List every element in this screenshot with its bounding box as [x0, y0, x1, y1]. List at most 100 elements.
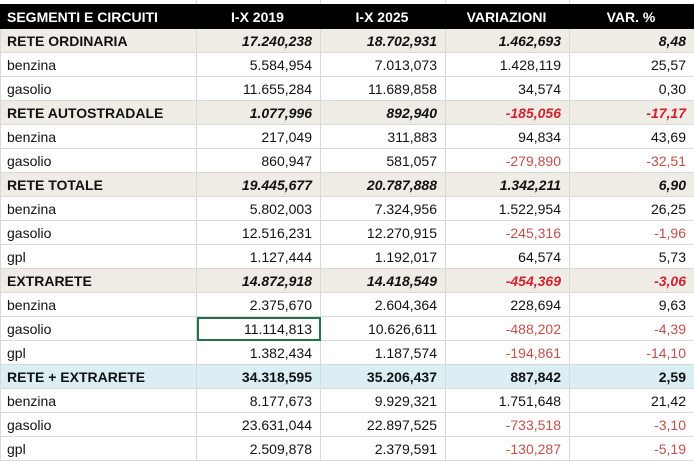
value-2025-cell[interactable]: 2.604,364	[321, 293, 446, 317]
variation-pct-cell[interactable]: 6,90	[570, 173, 694, 197]
label-cell[interactable]: gasolio	[1, 77, 197, 101]
label-cell[interactable]: benzina	[1, 197, 197, 221]
variation-pct-cell[interactable]: 5,73	[570, 245, 694, 269]
value-2025-cell[interactable]: 35.206,437	[321, 365, 446, 389]
label-cell[interactable]: RETE TOTALE	[1, 173, 197, 197]
variation-pct-cell[interactable]: 0,30	[570, 77, 694, 101]
header-segment[interactable]: SEGMENTI E CIRCUITI	[1, 5, 197, 29]
variation-cell[interactable]: -733,518	[446, 413, 570, 437]
value-2025-cell[interactable]: 20.787,888	[321, 173, 446, 197]
variation-cell[interactable]: 1.462,693	[446, 29, 570, 53]
value-2019-cell[interactable]: 860,947	[197, 149, 321, 173]
variation-cell[interactable]: -279,890	[446, 149, 570, 173]
value-2019-cell[interactable]: 11.655,284	[197, 77, 321, 101]
label-cell[interactable]: gasolio	[1, 413, 197, 437]
value-2025-cell[interactable]: 7.324,956	[321, 197, 446, 221]
value-2019-cell[interactable]: 11.114,813	[197, 317, 321, 341]
label-cell[interactable]: RETE + EXTRARETE	[1, 365, 197, 389]
value-2019-cell[interactable]: 17.240,238	[197, 29, 321, 53]
value-2019-cell[interactable]: 217,049	[197, 125, 321, 149]
label-cell[interactable]: EXTRARETE	[1, 269, 197, 293]
variation-pct-cell[interactable]: 2,59	[570, 365, 694, 389]
label-cell[interactable]: gpl	[1, 245, 197, 269]
value-2019-cell[interactable]: 5.584,954	[197, 53, 321, 77]
variation-pct-cell[interactable]: -17,17	[570, 101, 694, 125]
label-cell[interactable]: gpl	[1, 341, 197, 365]
variation-pct-cell[interactable]: -32,51	[570, 149, 694, 173]
value-2025-cell[interactable]: 11.689,858	[321, 77, 446, 101]
variation-pct-cell[interactable]: 25,57	[570, 53, 694, 77]
header-2025[interactable]: I-X 2025	[321, 5, 446, 29]
value-2025-cell[interactable]: 892,940	[321, 101, 446, 125]
label-cell[interactable]: RETE AUTOSTRADALE	[1, 101, 197, 125]
variation-cell[interactable]: 1.751,648	[446, 389, 570, 413]
variation-cell[interactable]: -245,316	[446, 221, 570, 245]
value-2025-cell[interactable]: 581,057	[321, 149, 446, 173]
label-cell[interactable]: benzina	[1, 53, 197, 77]
label-cell[interactable]: RETE ORDINARIA	[1, 29, 197, 53]
value-2025-cell[interactable]: 9.929,321	[321, 389, 446, 413]
header-variation-pct[interactable]: VAR. %	[570, 5, 694, 29]
variation-cell[interactable]: -194,861	[446, 341, 570, 365]
value-2019-cell[interactable]: 2.509,878	[197, 437, 321, 461]
variation-pct-cell[interactable]: -5,19	[570, 437, 694, 461]
variation-pct-cell[interactable]: 21,42	[570, 389, 694, 413]
value-2025-cell[interactable]: 7.013,073	[321, 53, 446, 77]
label-cell[interactable]: gasolio	[1, 149, 197, 173]
variation-cell[interactable]: 64,574	[446, 245, 570, 269]
value-2025-cell[interactable]: 1.192,017	[321, 245, 446, 269]
value-2019-cell[interactable]: 12.516,231	[197, 221, 321, 245]
value-2025-cell[interactable]: 22.897,525	[321, 413, 446, 437]
variation-cell[interactable]: 887,842	[446, 365, 570, 389]
variation-cell[interactable]: 1.342,211	[446, 173, 570, 197]
variation-cell[interactable]: -185,056	[446, 101, 570, 125]
variation-cell[interactable]: 1.428,119	[446, 53, 570, 77]
label-cell[interactable]: benzina	[1, 293, 197, 317]
variation-pct-cell[interactable]: -14,10	[570, 341, 694, 365]
variation-cell[interactable]: 1.522,954	[446, 197, 570, 221]
value-2019-cell[interactable]: 8.177,673	[197, 389, 321, 413]
variation-cell[interactable]: -130,287	[446, 437, 570, 461]
variation-pct-cell[interactable]: 43,69	[570, 125, 694, 149]
label-cell[interactable]: benzina	[1, 125, 197, 149]
value-2019-cell[interactable]: 14.872,918	[197, 269, 321, 293]
variation-pct-cell[interactable]: -3,06	[570, 269, 694, 293]
variation-cell[interactable]: 34,574	[446, 77, 570, 101]
variation-cell[interactable]: -488,202	[446, 317, 570, 341]
value-2025-cell[interactable]: 1.187,574	[321, 341, 446, 365]
variation-pct-cell[interactable]: 26,25	[570, 197, 694, 221]
label-cell[interactable]: benzina	[1, 389, 197, 413]
variation-pct-cell[interactable]: 9,63	[570, 293, 694, 317]
value-2025-cell[interactable]: 18.702,931	[321, 29, 446, 53]
variation-pct-cell[interactable]: -4,39	[570, 317, 694, 341]
variation-pct-cell[interactable]: 8,48	[570, 29, 694, 53]
value-2019-cell[interactable]: 19.445,677	[197, 173, 321, 197]
variation-cell[interactable]: 94,834	[446, 125, 570, 149]
variation-cell[interactable]: 228,694	[446, 293, 570, 317]
header-row: SEGMENTI E CIRCUITI I-X 2019 I-X 2025 VA…	[1, 5, 694, 29]
label-cell[interactable]: gpl	[1, 437, 197, 461]
label-cell[interactable]: gasolio	[1, 221, 197, 245]
header-variation[interactable]: VARIAZIONI	[446, 5, 570, 29]
value-2025-cell[interactable]: 12.270,915	[321, 221, 446, 245]
value-2019-cell[interactable]: 1.382,434	[197, 341, 321, 365]
value-2025-cell[interactable]: 2.379,591	[321, 437, 446, 461]
value-2019-cell[interactable]: 1.077,996	[197, 101, 321, 125]
spreadsheet: SEGMENTI E CIRCUITI I-X 2019 I-X 2025 VA…	[0, 4, 694, 461]
label-cell[interactable]: gasolio	[1, 317, 197, 341]
value-2025-cell[interactable]: 10.626,611	[321, 317, 446, 341]
value-2025-cell[interactable]: 311,883	[321, 125, 446, 149]
value-2019-cell[interactable]: 34.318,595	[197, 365, 321, 389]
value-2025-cell[interactable]: 14.418,549	[321, 269, 446, 293]
variation-cell[interactable]: -454,369	[446, 269, 570, 293]
variation-pct-cell[interactable]: -3,10	[570, 413, 694, 437]
value-2019-cell[interactable]: 1.127,444	[197, 245, 321, 269]
value-2019-cell[interactable]: 5.802,003	[197, 197, 321, 221]
value-2019-cell[interactable]: 23.631,044	[197, 413, 321, 437]
header-2019[interactable]: I-X 2019	[197, 5, 321, 29]
value-2019-cell[interactable]: 2.375,670	[197, 293, 321, 317]
variation-pct-cell[interactable]: -1,96	[570, 221, 694, 245]
